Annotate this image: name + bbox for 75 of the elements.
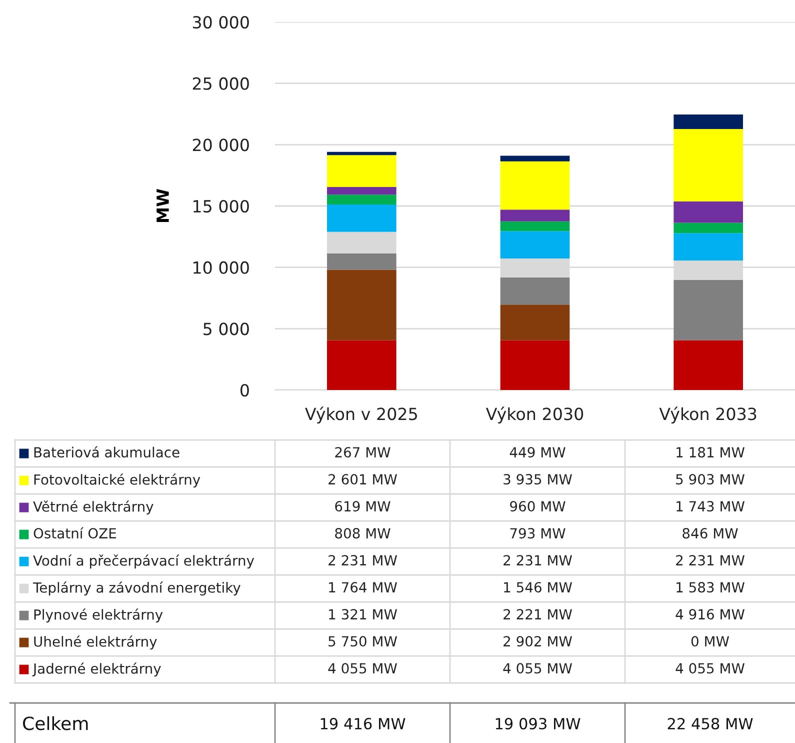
data-label: 619 MW xyxy=(335,501,390,512)
data-label: 4 055 MW xyxy=(503,663,572,674)
bar xyxy=(500,156,570,162)
data-label: 1 764 MW xyxy=(329,582,397,593)
data-label: 2 221 MW xyxy=(504,609,572,620)
bar xyxy=(327,270,396,340)
bar xyxy=(327,187,396,195)
y-tick-label: 20 000 xyxy=(192,138,249,152)
legend-label: Jaderné elektrárny xyxy=(32,662,161,676)
y-axis-title: MW xyxy=(156,189,169,222)
bar xyxy=(327,194,396,205)
x-tick-label: Výkon v 2025 xyxy=(305,406,417,424)
text: 22 458 MW xyxy=(668,718,753,730)
data-label: 2 231 MW xyxy=(328,555,397,566)
text: 19 093 MW xyxy=(496,718,580,730)
data-label: 793 MW xyxy=(510,528,566,539)
legend-label: Bateriová akumulace xyxy=(34,446,180,458)
y-tick-label: 25 000 xyxy=(192,77,249,90)
legend-label: Fotovoltaické elektrárny xyxy=(34,474,200,488)
bar xyxy=(327,254,396,270)
bar xyxy=(327,204,396,232)
data-label: 1 583 MW xyxy=(676,582,744,593)
data-label: 4 055 MW xyxy=(676,663,744,674)
data-label: 4 916 MW xyxy=(676,609,744,620)
data-label: 0 MW xyxy=(691,636,730,647)
bar xyxy=(674,233,743,261)
legend-label: Uhelné elektrárny xyxy=(34,636,157,650)
legend-label: Plynové elektrárny xyxy=(34,608,163,622)
data-label: 449 MW xyxy=(510,447,566,458)
x-tick-label: Výkon 2030 xyxy=(486,406,584,424)
bar xyxy=(674,222,743,234)
bar xyxy=(674,129,743,202)
legend-label: Teplárny a závodní energetiky xyxy=(32,582,240,596)
bar xyxy=(500,221,570,232)
data-label: 2 231 MW xyxy=(676,555,744,566)
y-tick-label: 0 xyxy=(240,384,249,397)
data-label: 3 935 MW xyxy=(504,474,572,485)
bar xyxy=(500,340,570,390)
bar xyxy=(500,161,570,210)
bar xyxy=(674,201,743,223)
legend-label: Ostatní OZE xyxy=(34,527,116,539)
data-label: 5 903 MW xyxy=(676,474,744,485)
bar xyxy=(674,340,743,390)
data-label: 846 MW xyxy=(682,528,738,539)
data-label: 2 601 MW xyxy=(328,474,397,485)
y-tick-label: 30 000 xyxy=(192,16,249,29)
y-tick-label: 15 000 xyxy=(194,200,249,213)
data-label: 2 231 MW xyxy=(504,555,572,566)
data-label: 4 055 MW xyxy=(328,663,397,674)
bar xyxy=(500,210,570,222)
text: Celkem xyxy=(23,716,88,730)
bar xyxy=(674,114,743,129)
bar xyxy=(327,152,396,156)
data-label: 1 181 MW xyxy=(676,447,744,458)
legend-label: Větrné elektrárny xyxy=(33,500,154,514)
data-label: 1 743 MW xyxy=(676,501,744,512)
bar xyxy=(327,340,396,390)
data-label: 2 902 MW xyxy=(504,636,572,647)
bar xyxy=(327,232,396,254)
data-label: 808 MW xyxy=(335,528,390,539)
bar xyxy=(327,155,396,188)
data-label: 267 MW xyxy=(335,447,390,458)
data-label: 960 MW xyxy=(510,501,566,512)
bar xyxy=(500,277,570,305)
bar xyxy=(500,231,570,258)
data-label: 1 546 MW xyxy=(504,582,572,593)
y-tick-label: 5 000 xyxy=(204,322,249,336)
bar xyxy=(500,304,570,340)
legend-label: Vodní a přečerpávací elektrárny xyxy=(33,554,254,568)
x-tick-label: Výkon 2033 xyxy=(659,406,756,424)
data-label: 5 750 MW xyxy=(328,636,397,647)
text: 19 416 MW xyxy=(320,718,406,730)
data-label: 1 321 MW xyxy=(329,609,397,620)
y-tick-label: 10 000 xyxy=(194,261,249,274)
bar xyxy=(674,280,743,340)
